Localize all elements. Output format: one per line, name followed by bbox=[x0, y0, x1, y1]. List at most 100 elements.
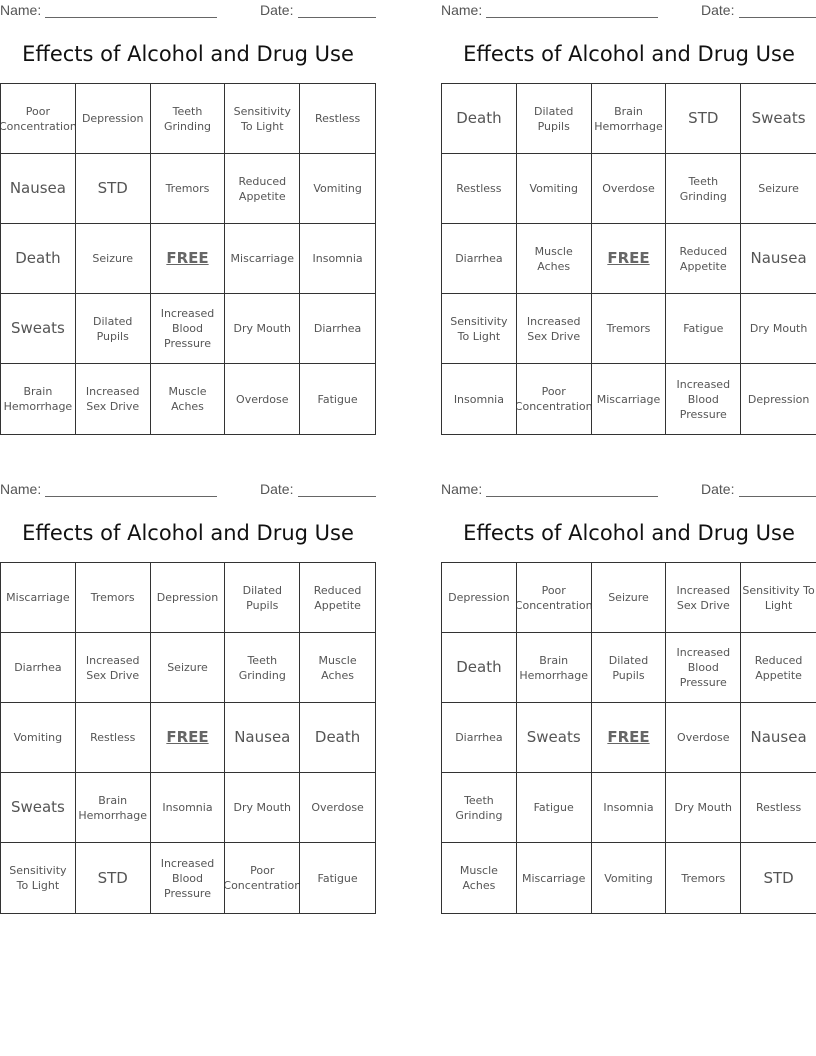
name-blank-line[interactable] bbox=[486, 496, 658, 497]
bingo-cell[interactable]: Tremors bbox=[150, 154, 226, 224]
bingo-cell[interactable]: Dry Mouth bbox=[741, 294, 816, 364]
bingo-cell[interactable]: Poor Concentration bbox=[225, 843, 301, 913]
bingo-cell[interactable]: Diarrhea bbox=[442, 703, 517, 773]
bingo-cell[interactable]: Dilated Pupils bbox=[591, 633, 667, 703]
bingo-cell[interactable]: Miscarriage bbox=[517, 843, 592, 913]
bingo-cell[interactable]: Sweats bbox=[741, 84, 816, 154]
bingo-cell[interactable]: Teeth Grinding bbox=[225, 633, 301, 703]
free-space[interactable]: FREE bbox=[150, 703, 226, 773]
date-blank-line[interactable] bbox=[298, 496, 376, 497]
bingo-cell[interactable]: Muscle Aches bbox=[516, 224, 592, 294]
bingo-cell[interactable]: Muscle Aches bbox=[151, 364, 226, 434]
bingo-cell[interactable]: Vomiting bbox=[300, 154, 375, 224]
bingo-cell[interactable]: Miscarriage bbox=[592, 364, 667, 434]
bingo-cell[interactable]: Dry Mouth bbox=[225, 294, 301, 364]
bingo-cell[interactable]: Sensitivity To Light bbox=[442, 294, 517, 364]
bingo-cell[interactable]: Teeth Grinding bbox=[150, 84, 226, 154]
bingo-cell[interactable]: Insomnia bbox=[442, 364, 517, 434]
bingo-cell[interactable]: Vomiting bbox=[592, 843, 667, 913]
bingo-cell[interactable]: Depression bbox=[747, 392, 810, 406]
bingo-cell[interactable]: Increased Sex Drive bbox=[75, 633, 151, 703]
bingo-cell[interactable]: Increased Blood Pressure bbox=[666, 633, 742, 703]
bingo-cell[interactable]: Diarrhea bbox=[1, 633, 76, 703]
bingo-cell[interactable]: Death bbox=[442, 633, 517, 703]
bingo-cell[interactable]: Seizure bbox=[741, 154, 816, 224]
bingo-cell[interactable]: Sensitivity To Light bbox=[741, 563, 816, 633]
bingo-cell[interactable]: Increased Sex Drive bbox=[516, 294, 592, 364]
bingo-cell[interactable]: Reduced Appetite bbox=[225, 154, 301, 224]
bingo-cell[interactable]: Vomiting bbox=[1, 703, 76, 773]
bingo-cell[interactable]: Dilated Pupils bbox=[75, 294, 151, 364]
bingo-cell[interactable]: Poor Concentration bbox=[516, 563, 592, 633]
free-space[interactable]: FREE bbox=[591, 224, 667, 294]
bingo-cell[interactable]: Depression bbox=[75, 84, 151, 154]
bingo-cell[interactable]: Nausea bbox=[1, 154, 76, 224]
date-blank-line[interactable] bbox=[739, 17, 816, 18]
bingo-cell[interactable]: Nausea bbox=[225, 703, 301, 773]
bingo-cell[interactable]: Insomnia bbox=[150, 773, 226, 843]
bingo-cell[interactable]: Muscle Aches bbox=[300, 633, 375, 703]
date-blank-line[interactable] bbox=[298, 17, 376, 18]
bingo-cell[interactable]: STD bbox=[76, 843, 151, 913]
bingo-cell[interactable]: Death bbox=[442, 84, 517, 154]
bingo-cell[interactable]: Increased Blood Pressure bbox=[666, 364, 742, 434]
bingo-cell[interactable]: Overdose bbox=[225, 364, 301, 434]
bingo-cell[interactable]: Brain Hemorrhage bbox=[516, 633, 592, 703]
bingo-cell[interactable]: Seizure bbox=[150, 633, 226, 703]
bingo-cell[interactable]: Insomnia bbox=[300, 224, 375, 294]
bingo-cell[interactable]: STD bbox=[666, 84, 742, 154]
free-space[interactable]: FREE bbox=[150, 224, 226, 294]
bingo-cell[interactable]: Fatigue bbox=[666, 294, 742, 364]
bingo-cell[interactable]: Seizure bbox=[75, 224, 151, 294]
bingo-cell[interactable]: Insomnia bbox=[591, 773, 667, 843]
name-blank-line[interactable] bbox=[486, 17, 658, 18]
bingo-cell[interactable]: Depression bbox=[150, 563, 226, 633]
bingo-cell[interactable]: Depression bbox=[442, 563, 517, 633]
bingo-cell[interactable]: Brain Hemorrhage bbox=[591, 84, 667, 154]
bingo-cell[interactable]: Miscarriage bbox=[225, 224, 301, 294]
bingo-cell[interactable]: Dry Mouth bbox=[225, 773, 301, 843]
bingo-cell[interactable]: Diarrhea bbox=[442, 224, 517, 294]
bingo-cell[interactable]: Tremors bbox=[75, 563, 151, 633]
bingo-cell[interactable]: Dry Mouth bbox=[666, 773, 742, 843]
bingo-cell[interactable]: Overdose bbox=[666, 703, 742, 773]
bingo-cell[interactable]: Increased Blood Pressure bbox=[150, 294, 226, 364]
bingo-cell[interactable]: STD bbox=[763, 868, 794, 887]
bingo-cell[interactable]: STD bbox=[75, 154, 151, 224]
bingo-cell[interactable]: Fatigue bbox=[317, 871, 358, 885]
bingo-cell[interactable]: Increased Blood Pressure bbox=[151, 843, 226, 913]
date-blank-line[interactable] bbox=[739, 496, 816, 497]
bingo-cell[interactable]: Tremors bbox=[666, 843, 742, 913]
bingo-cell[interactable]: Dilated Pupils bbox=[225, 563, 301, 633]
bingo-cell[interactable]: Restless bbox=[442, 154, 517, 224]
bingo-cell[interactable]: Restless bbox=[75, 703, 151, 773]
bingo-cell[interactable]: Teeth Grinding bbox=[666, 154, 742, 224]
bingo-cell[interactable]: Reduced Appetite bbox=[666, 224, 742, 294]
bingo-cell[interactable]: Poor Concentration bbox=[517, 364, 592, 434]
name-blank-line[interactable] bbox=[45, 17, 217, 18]
bingo-cell[interactable]: Increased Sex Drive bbox=[76, 364, 151, 434]
bingo-cell[interactable]: Poor Concentration bbox=[1, 84, 76, 154]
bingo-cell[interactable]: Muscle Aches bbox=[442, 843, 517, 913]
name-blank-line[interactable] bbox=[45, 496, 217, 497]
free-space[interactable]: FREE bbox=[591, 703, 667, 773]
bingo-cell[interactable]: Death bbox=[300, 703, 375, 773]
bingo-cell[interactable]: Nausea bbox=[741, 224, 816, 294]
bingo-cell[interactable]: Sweats bbox=[516, 703, 592, 773]
bingo-cell[interactable]: Sensitivity To Light bbox=[1, 843, 76, 913]
bingo-cell[interactable]: Sweats bbox=[1, 294, 76, 364]
bingo-cell[interactable]: Restless bbox=[300, 84, 375, 154]
bingo-cell[interactable]: Miscarriage bbox=[1, 563, 76, 633]
bingo-cell[interactable]: Brain Hemorrhage bbox=[1, 364, 76, 434]
bingo-cell[interactable]: Nausea bbox=[741, 703, 816, 773]
bingo-cell[interactable]: Seizure bbox=[591, 563, 667, 633]
bingo-cell[interactable]: Overdose bbox=[591, 154, 667, 224]
bingo-cell[interactable]: Dilated Pupils bbox=[516, 84, 592, 154]
bingo-cell[interactable]: Fatigue bbox=[317, 392, 358, 406]
bingo-cell[interactable]: Sensitivity To Light bbox=[225, 84, 301, 154]
bingo-cell[interactable]: Diarrhea bbox=[300, 294, 375, 364]
bingo-cell[interactable]: Sweats bbox=[1, 773, 76, 843]
bingo-cell[interactable]: Overdose bbox=[300, 773, 375, 843]
bingo-cell[interactable]: Death bbox=[1, 224, 76, 294]
bingo-cell[interactable]: Reduced Appetite bbox=[741, 633, 816, 703]
